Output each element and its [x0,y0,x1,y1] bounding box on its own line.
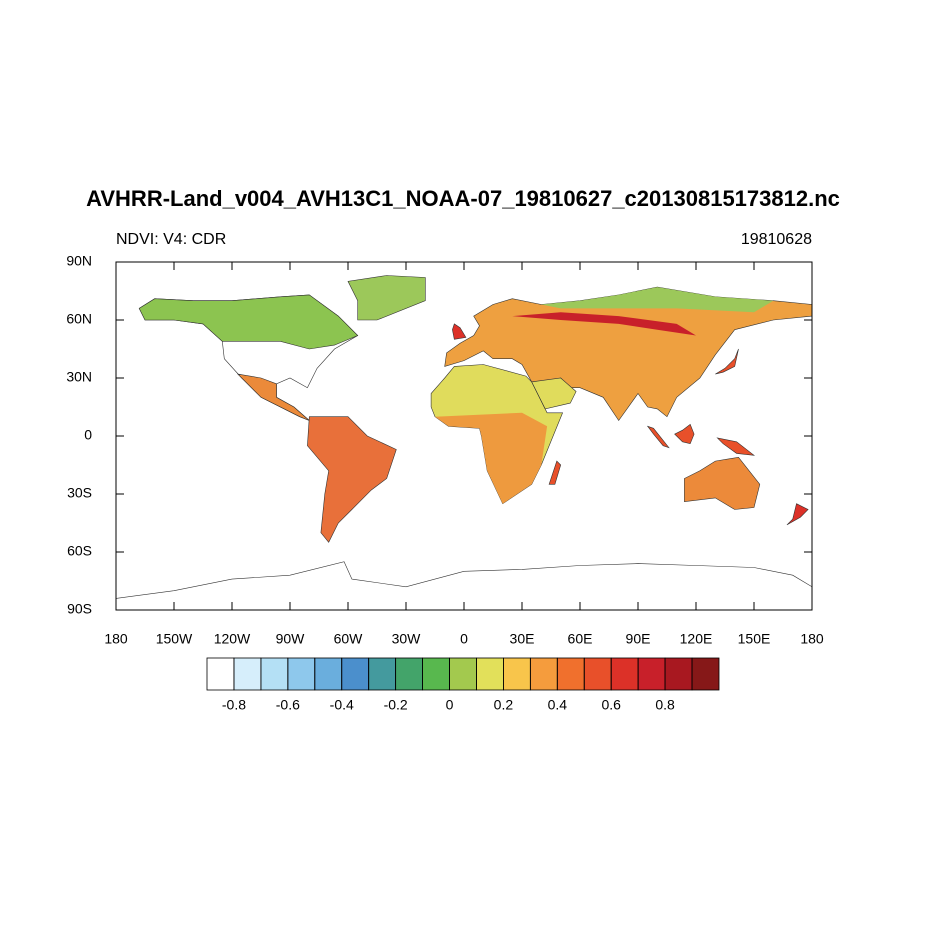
africa-south [435,412,548,504]
x-tick-label: 30W [392,631,422,647]
y-tick-label: 60S [67,543,92,559]
sumatra [646,425,670,449]
subtitle-right: 19810628 [741,231,812,248]
colorbar-label: 0.4 [548,697,568,713]
y-tick-label: 30N [66,369,92,385]
x-tick-label: 120W [214,631,251,647]
x-tick-label: 0 [460,631,468,647]
colorbar-label: 0.2 [494,697,514,713]
colorbar-label: -0.8 [222,697,246,713]
colorbar-box [395,657,423,691]
x-tick-label: 150E [738,631,771,647]
y-tick-label: 60N [66,311,92,327]
new-zealand [786,503,809,526]
south-america [307,416,397,543]
colorbar-box [260,657,289,691]
colorbar-label: 0 [446,697,454,713]
borneo [674,423,695,445]
colorbar-box [476,657,504,691]
arabia [531,377,577,410]
japan [715,348,739,375]
uk [452,323,467,340]
colorbar-box [556,657,585,691]
russia-red [512,312,696,336]
colorbar-box [503,657,531,691]
colorbar-label: -0.2 [384,697,408,713]
colorbar-box [637,657,666,691]
new-guinea [716,437,756,456]
colorbar-box [233,657,262,691]
x-tick-label: 90W [276,631,306,647]
subtitle-left: NDVI: V4: CDR [116,231,226,248]
colorbar-box [314,657,343,691]
colorbar-box [341,657,370,691]
x-tick-label: 120E [680,631,713,647]
canada [138,294,359,350]
colorbar-label: 0.8 [655,697,675,713]
x-tick-label: 90E [626,631,651,647]
australia [684,456,761,510]
colorbar-box [583,657,612,691]
colorbar-label: 0.6 [601,697,621,713]
colorbar-box [368,657,397,691]
y-tick-label: 30S [67,485,92,501]
colorbar-label: -0.4 [330,697,354,713]
colorbar-box [664,657,693,691]
y-tick-label: 90N [66,253,92,269]
map-title: AVHRR-Land_v004_AVH13C1_NOAA-07_19810627… [86,186,840,211]
colorbar-box [691,657,720,691]
colorbar-box [206,657,235,691]
madagascar [548,460,562,485]
greenland [347,275,426,321]
x-tick-label: 30E [510,631,535,647]
land-layer [115,275,813,611]
colorbar-box [449,657,477,691]
colorbar-label: -0.6 [276,697,300,713]
y-tick-label: 0 [84,427,92,443]
x-tick-label: 180 [800,631,824,647]
colorbar-box [610,657,639,691]
x-tick-label: 60W [334,631,364,647]
colorbar-box [287,657,316,691]
x-tick-label: 180 [104,631,128,647]
colorbar-box [422,657,450,691]
colorbar-box [529,657,558,691]
x-tick-label: 150W [156,631,193,647]
siberia-north [541,287,774,313]
y-tick-label: 90S [67,601,92,617]
x-tick-label: 60E [568,631,593,647]
mexico [236,373,310,421]
